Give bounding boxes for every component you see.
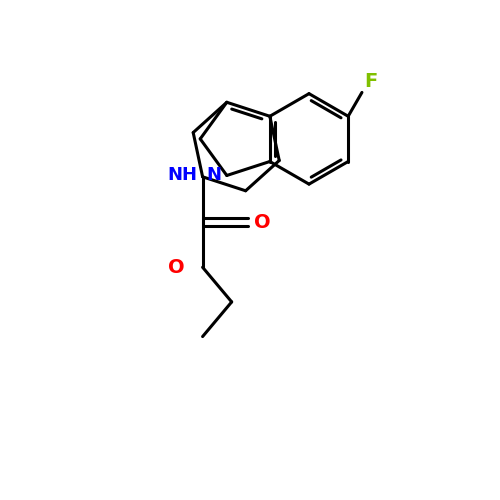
Text: N: N (206, 166, 222, 184)
Text: O: O (254, 212, 270, 232)
Text: O: O (168, 258, 185, 277)
Text: NH: NH (168, 166, 198, 184)
Text: F: F (364, 72, 377, 92)
